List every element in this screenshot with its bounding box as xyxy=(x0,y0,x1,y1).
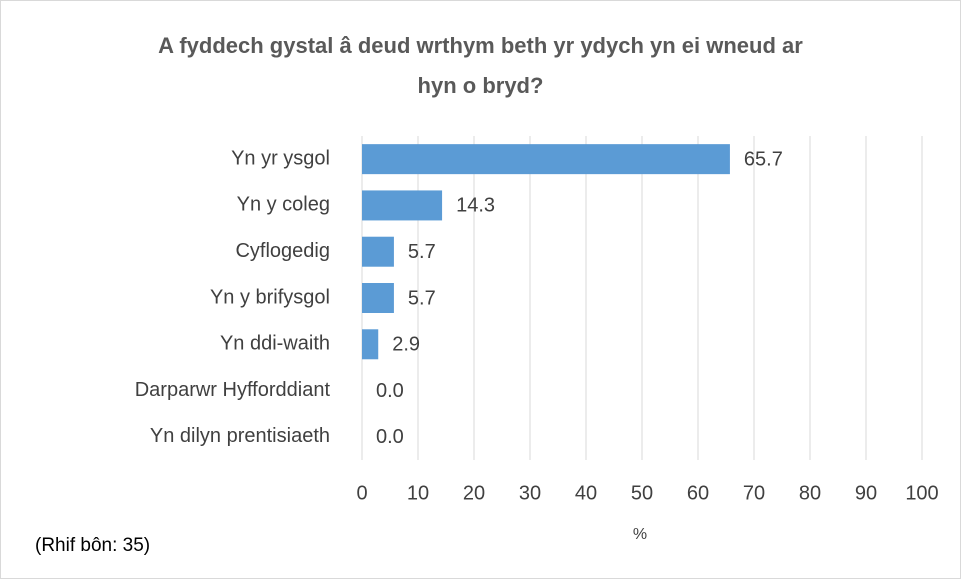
y-tick-label: Yn dilyn prentisiaeth xyxy=(150,425,330,447)
y-tick-label: Cyflogedig xyxy=(235,240,330,262)
y-tick-label: Yn ddi-waith xyxy=(220,333,330,355)
x-tick-label: 70 xyxy=(743,482,765,504)
x-tick-label: 50 xyxy=(631,482,653,504)
data-label: 0.0 xyxy=(376,380,404,402)
data-label: 5.7 xyxy=(408,241,436,263)
y-tick-label: Yn y brifysgol xyxy=(210,286,330,308)
x-tick-label: 30 xyxy=(519,482,541,504)
x-tick-label: 90 xyxy=(855,482,877,504)
x-axis-label: % xyxy=(633,526,647,543)
annotation: (Rhif bôn: 35) xyxy=(35,535,150,556)
data-label: 14.3 xyxy=(456,195,495,217)
bar xyxy=(362,236,394,267)
y-tick-label: Darparwr Hyfforddiant xyxy=(135,379,331,401)
bar xyxy=(362,144,730,175)
y-tick-label: Yn yr ysgol xyxy=(231,147,330,169)
chart-title: A fyddech gystal â deud wrthym beth yr y… xyxy=(158,33,803,98)
x-tick-label: 0 xyxy=(356,482,367,504)
data-label: 65.7 xyxy=(744,148,783,170)
x-tick-label: 40 xyxy=(575,482,597,504)
bar xyxy=(362,190,443,221)
x-tick-label: 80 xyxy=(799,482,821,504)
y-tick-label: Yn y coleg xyxy=(237,194,330,216)
data-label: 0.0 xyxy=(376,426,404,448)
data-label: 2.9 xyxy=(392,334,420,356)
bar xyxy=(362,283,394,313)
data-label: 5.7 xyxy=(408,287,436,309)
bar xyxy=(362,329,379,360)
x-tick-label: 10 xyxy=(407,482,429,504)
x-tick-label: 60 xyxy=(687,482,709,504)
x-tick-label: 100 xyxy=(905,482,938,504)
x-tick-label: 20 xyxy=(463,482,485,504)
